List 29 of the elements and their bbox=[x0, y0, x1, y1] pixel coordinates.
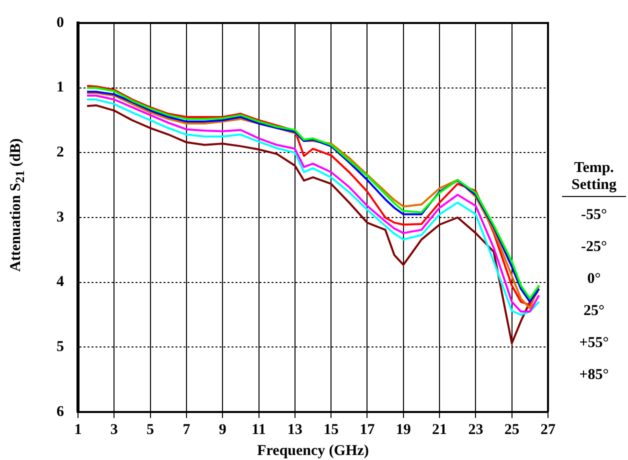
x-tick-label: 15 bbox=[324, 422, 339, 438]
y-tick-label: 5 bbox=[56, 339, 64, 356]
x-tick-label: 19 bbox=[396, 422, 411, 438]
text: -25° bbox=[580, 238, 608, 257]
x-tick-label: 23 bbox=[468, 422, 484, 438]
x-tick-label: 7 bbox=[182, 422, 191, 438]
x-tick-label: 11 bbox=[252, 422, 266, 438]
text: -55° bbox=[580, 206, 608, 225]
x-tick-label: 21 bbox=[432, 422, 448, 438]
x-tick-label: 9 bbox=[218, 422, 226, 438]
y-tick-label: 0 bbox=[56, 14, 64, 31]
text: 25° bbox=[582, 302, 606, 321]
x-tick-label: 27 bbox=[540, 422, 556, 438]
y-tick-label: 3 bbox=[56, 209, 64, 226]
text: +55° bbox=[578, 334, 610, 353]
x-tick-label: 1 bbox=[74, 422, 82, 438]
x-tick-label: 17 bbox=[360, 422, 376, 438]
y-tick-label: 1 bbox=[56, 80, 64, 96]
x-axis-title: Frequency (GHz) bbox=[257, 442, 369, 459]
x-tick-label: 3 bbox=[110, 422, 118, 438]
y-tick-label: 6 bbox=[56, 404, 64, 420]
x-tick-label: 13 bbox=[287, 422, 302, 438]
text: +85° bbox=[578, 366, 610, 385]
x-tick-label: 25 bbox=[504, 422, 520, 438]
text: Temp. Setting bbox=[562, 160, 626, 197]
text: 0° bbox=[586, 270, 602, 289]
y-tick-label: 2 bbox=[56, 144, 64, 161]
y-tick-label: 4 bbox=[56, 274, 64, 290]
x-tick-label: 5 bbox=[146, 422, 154, 438]
